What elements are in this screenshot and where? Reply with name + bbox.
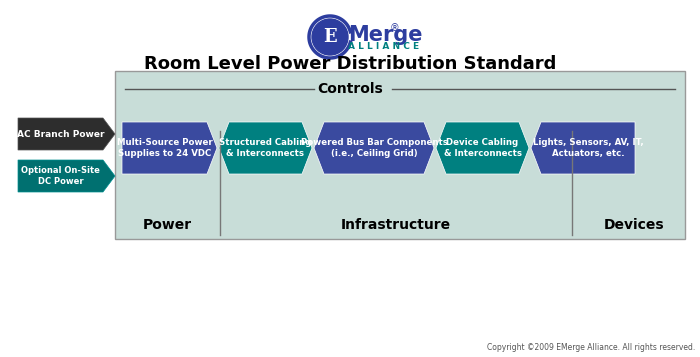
Text: Merge: Merge (348, 25, 423, 45)
Text: Optional On-Site
DC Power: Optional On-Site DC Power (21, 166, 100, 186)
Text: Device Cabling
& Interconnects: Device Cabling & Interconnects (444, 138, 522, 158)
Text: Multi-Source Power
Supplies to 24 VDC: Multi-Source Power Supplies to 24 VDC (117, 138, 212, 158)
Polygon shape (18, 118, 115, 150)
Text: Room Level Power Distribution Standard: Room Level Power Distribution Standard (144, 55, 556, 73)
FancyBboxPatch shape (115, 71, 685, 239)
Text: Structured Cabling
& Interconnects: Structured Cabling & Interconnects (219, 138, 312, 158)
Polygon shape (314, 122, 434, 174)
Text: Devices: Devices (603, 218, 664, 232)
Text: Copyright ©2009 EMerge Alliance. All rights reserved.: Copyright ©2009 EMerge Alliance. All rig… (486, 343, 695, 352)
Text: Power: Power (142, 218, 192, 232)
Text: Lights, Sensors, AV, IT,
Actuators, etc.: Lights, Sensors, AV, IT, Actuators, etc. (533, 138, 643, 158)
Polygon shape (436, 122, 529, 174)
Text: Powered Bus Bar Components
(i.e., Ceiling Grid): Powered Bus Bar Components (i.e., Ceilin… (300, 138, 447, 158)
Circle shape (312, 19, 348, 55)
Text: ®: ® (390, 23, 400, 33)
Text: Controls: Controls (317, 82, 383, 96)
Text: A L L I A N C E: A L L I A N C E (348, 41, 419, 50)
Text: AC Branch Power: AC Branch Power (17, 130, 104, 139)
Text: Infrastructure: Infrastructure (341, 218, 451, 232)
Polygon shape (531, 122, 635, 174)
Text: E: E (323, 28, 337, 46)
Polygon shape (219, 122, 312, 174)
Polygon shape (122, 122, 217, 174)
Polygon shape (18, 160, 115, 192)
